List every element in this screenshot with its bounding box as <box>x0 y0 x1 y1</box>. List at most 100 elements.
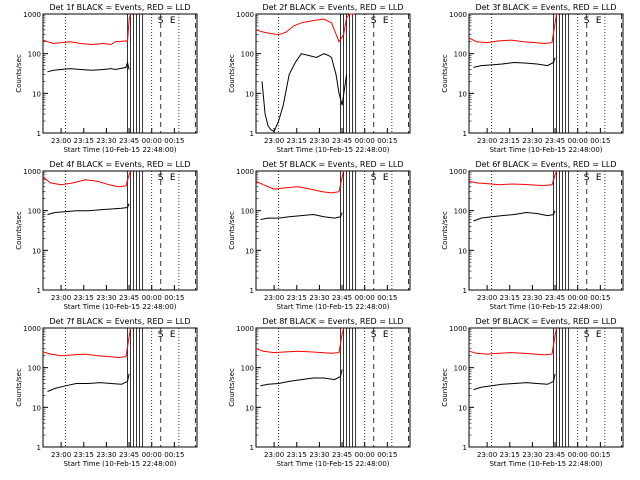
x-tick-label: 23:45 <box>119 137 139 145</box>
plot-frame <box>42 327 198 448</box>
y-tick-label: 10 <box>32 247 41 255</box>
detector-panel-1: Det 1f BLACK = Events, RED = LLD 1 10 100 10… <box>15 3 198 154</box>
y-tick-label: 10 <box>32 404 41 412</box>
annotation-s: S <box>158 16 164 26</box>
y-tick-label: 1000 <box>449 325 467 333</box>
x-tick-label: 23:15 <box>500 294 520 302</box>
events-series-line <box>473 57 556 68</box>
x-axis-label: Start Time (10-Feb-15 22:48:00) <box>63 460 176 468</box>
annotation-e: E <box>170 173 176 183</box>
annotation-s: S <box>584 330 590 340</box>
y-tick-label: 100 <box>454 365 467 373</box>
x-tick-label: 00:00 <box>568 137 588 145</box>
x-tick-label: 00:00 <box>142 451 162 459</box>
y-tick-label: 10 <box>245 404 254 412</box>
x-axis-label: Start Time (10-Feb-15 22:48:00) <box>276 146 389 154</box>
y-tick-label: 1000 <box>449 168 467 176</box>
lld-series-line <box>42 327 132 359</box>
events-series-line <box>47 373 130 392</box>
x-tick-label: 23:00 <box>477 451 497 459</box>
x-tick-label: 23:45 <box>545 137 565 145</box>
annotation-s: S <box>371 173 377 183</box>
y-tick-label: 100 <box>241 208 254 216</box>
y-tick-label: 1000 <box>236 168 254 176</box>
annotation-s: S <box>371 330 377 340</box>
panel-title: Det 2f BLACK = Events, RED = LLD <box>262 3 403 12</box>
x-tick-label: 23:45 <box>332 294 352 302</box>
x-tick-label: 23:45 <box>119 451 139 459</box>
plot-frame <box>255 13 411 134</box>
annotation-e: E <box>596 16 602 26</box>
plot-frame <box>255 170 411 291</box>
y-tick-label: 1000 <box>23 11 41 19</box>
x-axis-label: Start Time (10-Feb-15 22:48:00) <box>276 460 389 468</box>
y-tick-label: 1000 <box>23 325 41 333</box>
y-axis-label: Counts/sec <box>441 54 449 93</box>
y-tick-label: 100 <box>28 208 41 216</box>
x-tick-label: 00:00 <box>568 294 588 302</box>
lld-series-line <box>468 170 558 187</box>
x-tick-label: 23:30 <box>96 137 116 145</box>
annotation-e: E <box>170 330 176 340</box>
x-tick-label: 00:00 <box>355 137 375 145</box>
x-tick-label: 00:15 <box>590 451 610 459</box>
y-tick-label: 1 <box>37 130 41 138</box>
annotation-s: S <box>158 330 164 340</box>
x-axis-label: Start Time (10-Feb-15 22:48:00) <box>489 460 602 468</box>
y-tick-label: 1 <box>463 287 467 295</box>
x-tick-label: 23:15 <box>74 294 94 302</box>
panel-title: Det 9f BLACK = Events, RED = LLD <box>475 317 616 326</box>
plot-frame <box>42 13 198 134</box>
events-series-line <box>473 373 556 391</box>
x-tick-label: 00:15 <box>164 451 184 459</box>
plot-frame <box>468 327 624 448</box>
y-axis-label: Counts/sec <box>441 211 449 250</box>
x-tick-label: 00:00 <box>568 451 588 459</box>
lld-series-line <box>42 170 132 188</box>
events-series-line <box>260 212 343 220</box>
panel-title: Det 8f BLACK = Events, RED = LLD <box>262 317 403 326</box>
y-tick-label: 100 <box>241 365 254 373</box>
x-tick-label: 23:15 <box>287 137 307 145</box>
lld-series-line <box>255 13 355 43</box>
x-tick-label: 23:30 <box>96 451 116 459</box>
x-tick-label: 00:15 <box>164 137 184 145</box>
y-tick-label: 1 <box>37 444 41 452</box>
x-tick-label: 23:15 <box>287 451 307 459</box>
plot-frame <box>468 170 624 291</box>
detector-panel-2: Det 2f BLACK = Events, RED = LLD 1 10 100 10… <box>228 3 411 154</box>
x-tick-label: 23:00 <box>264 451 284 459</box>
annotation-e: E <box>383 16 389 26</box>
panel-title: Det 4f BLACK = Events, RED = LLD <box>49 160 190 169</box>
y-tick-label: 10 <box>458 404 467 412</box>
detector-panel-8: Det 8f BLACK = Events, RED = LLD 1 10 100 10… <box>228 317 411 468</box>
y-tick-label: 1 <box>37 287 41 295</box>
y-tick-label: 1000 <box>449 11 467 19</box>
annotation-e: E <box>383 330 389 340</box>
x-tick-label: 23:30 <box>522 294 542 302</box>
x-tick-label: 23:30 <box>309 451 329 459</box>
x-tick-label: 23:00 <box>477 137 497 145</box>
y-axis-label: Counts/sec <box>441 368 449 407</box>
x-axis-label: Start Time (10-Feb-15 22:48:00) <box>489 303 602 311</box>
x-axis-label: Start Time (10-Feb-15 22:48:00) <box>63 303 176 311</box>
y-tick-label: 100 <box>454 208 467 216</box>
x-tick-label: 23:00 <box>477 294 497 302</box>
x-tick-label: 23:15 <box>500 137 520 145</box>
plot-frame <box>42 170 198 291</box>
x-tick-label: 23:30 <box>522 451 542 459</box>
lld-series-line <box>468 13 558 45</box>
events-series-line <box>47 60 130 73</box>
x-tick-label: 23:15 <box>500 451 520 459</box>
panel-title: Det 7f BLACK = Events, RED = LLD <box>49 317 190 326</box>
x-tick-label: 23:45 <box>545 451 565 459</box>
x-tick-label: 23:15 <box>74 137 94 145</box>
y-tick-label: 100 <box>28 365 41 373</box>
x-tick-label: 23:30 <box>309 137 329 145</box>
x-axis-label: Start Time (10-Feb-15 22:48:00) <box>276 303 389 311</box>
events-series-line <box>261 53 348 133</box>
x-tick-label: 23:45 <box>332 451 352 459</box>
y-tick-label: 10 <box>458 247 467 255</box>
x-tick-label: 23:00 <box>51 294 71 302</box>
